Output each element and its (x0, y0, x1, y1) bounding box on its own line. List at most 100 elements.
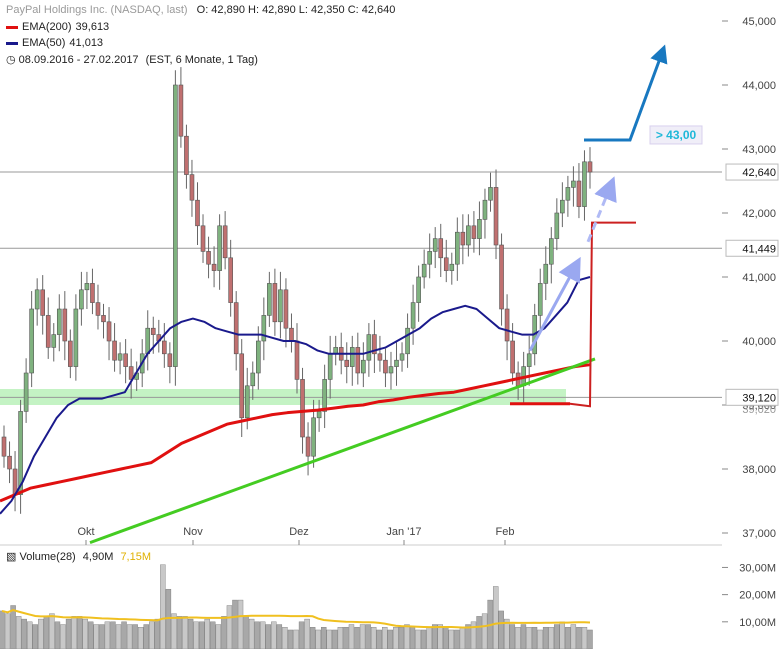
volume-bar-58 (321, 627, 327, 649)
candle-body-71 (394, 359, 399, 367)
volume-bar-45 (248, 618, 255, 649)
volume-bar-83 (459, 627, 466, 649)
volume-bar-66 (365, 624, 371, 649)
ema50-swatch (6, 41, 18, 45)
candlesticks (1, 67, 593, 514)
volume-bar-91 (504, 618, 510, 649)
volume-bar-6 (32, 624, 38, 649)
volume-value: 4,90M (82, 551, 114, 563)
volume-bar-12 (65, 618, 72, 649)
volume-bar-80 (443, 627, 449, 649)
candle-body-66 (366, 334, 372, 361)
volume-bar-40 (221, 616, 227, 649)
volume-bars (0, 564, 593, 649)
volume-bar-93 (515, 627, 521, 649)
candle-body-87 (482, 199, 488, 220)
candle-body-46 (256, 340, 261, 374)
candle-body-79 (438, 238, 444, 259)
target-path (584, 44, 668, 142)
volume-bar-34 (187, 618, 194, 649)
volume-bar-104 (576, 627, 582, 649)
candle-body-90 (499, 244, 504, 310)
candle-body-16 (90, 283, 95, 303)
candle-body-39 (217, 225, 222, 271)
candle-body-12 (68, 340, 73, 367)
candle-body-21 (117, 353, 123, 361)
ema50-legend: EMA(50) 41,013 (6, 37, 103, 49)
candle-body-84 (466, 225, 471, 246)
volume-bar-69 (382, 627, 388, 649)
candle-body-98 (543, 263, 549, 284)
volume-label: Volume(28) (19, 551, 76, 563)
clock-icon: ◷ (6, 54, 16, 66)
candle-body-44 (244, 385, 250, 419)
candle-body-73 (405, 327, 410, 355)
candle-body-100 (554, 212, 560, 239)
candle-body-5 (29, 308, 34, 374)
candle-body-53 (294, 340, 300, 380)
volume-bar-36 (198, 621, 205, 649)
volume-bar-22 (121, 621, 127, 649)
volume-bar-68 (376, 629, 382, 649)
volume-bar-74 (409, 627, 416, 649)
ema200-polyline (0, 363, 591, 503)
volume-bar-44 (243, 616, 249, 649)
volume-avg-value: 7,15M (120, 551, 152, 563)
candle-body-104 (576, 180, 582, 207)
candle-body-82 (455, 231, 460, 265)
y-tick-label-1: 38,000 (742, 464, 776, 476)
volume-bar-11 (60, 624, 66, 649)
volume-bar-60 (332, 629, 338, 649)
volume-bar-1 (4, 613, 11, 649)
candle-body-26 (145, 327, 151, 355)
volume-bar-96 (531, 627, 538, 649)
volume-bar-19 (104, 621, 111, 649)
level-tag-label-2: 39,120 (742, 392, 776, 404)
volume-bar-2 (10, 605, 16, 649)
candle-body-47 (261, 315, 267, 342)
volume-bar-39 (215, 624, 222, 649)
date-range-detail: (EST, 6 Monate, 1 Tag) (145, 54, 258, 66)
candle-body-4 (23, 372, 29, 412)
volume-bar-55 (304, 618, 310, 649)
candle-body-57 (316, 411, 322, 419)
target-label-box (649, 125, 703, 145)
volume-bar-35 (193, 621, 199, 649)
candle-body-78 (432, 238, 438, 252)
price-axis: 37,00038,00039,00040,00041,00042,00043,0… (722, 16, 779, 540)
volume-bar-102 (565, 627, 571, 649)
candle-body-31 (173, 84, 178, 367)
candle-body-80 (443, 257, 449, 271)
volume-bar-92 (509, 624, 516, 649)
volume-bar-38 (210, 621, 216, 649)
volume-icon: ▧ (6, 551, 17, 563)
candle-body-95 (526, 353, 532, 367)
ema200-legend: EMA(200) 39,613 (6, 21, 109, 33)
candle-body-52 (289, 327, 294, 342)
hidden-level-label: 39,020 (742, 404, 776, 416)
candle-body-65 (361, 359, 366, 374)
candle-body-45 (250, 372, 256, 387)
candle-body-64 (355, 347, 361, 374)
volume-bar-73 (404, 624, 410, 649)
volume-bar-49 (271, 621, 277, 649)
volume-bar-85 (470, 621, 477, 649)
ema50-polyline (0, 276, 591, 515)
volume-bar-61 (337, 627, 344, 649)
volume-bar-15 (82, 618, 88, 649)
volume-bar-71 (393, 627, 399, 649)
volume-bar-43 (237, 599, 244, 649)
volume-bar-94 (520, 624, 527, 649)
volume-bar-29 (160, 564, 166, 649)
candle-body-7 (40, 289, 45, 316)
volume-bar-77 (426, 627, 432, 649)
volume-bar-95 (526, 627, 532, 649)
candle-body-13 (73, 308, 79, 367)
candle-body-19 (106, 321, 112, 342)
volume-bar-70 (387, 629, 394, 649)
volume-bar-27 (149, 621, 155, 649)
candle-body-34 (189, 174, 195, 201)
candle-body-6 (34, 289, 40, 310)
candle-body-33 (184, 135, 189, 175)
volume-bar-47 (260, 621, 266, 649)
